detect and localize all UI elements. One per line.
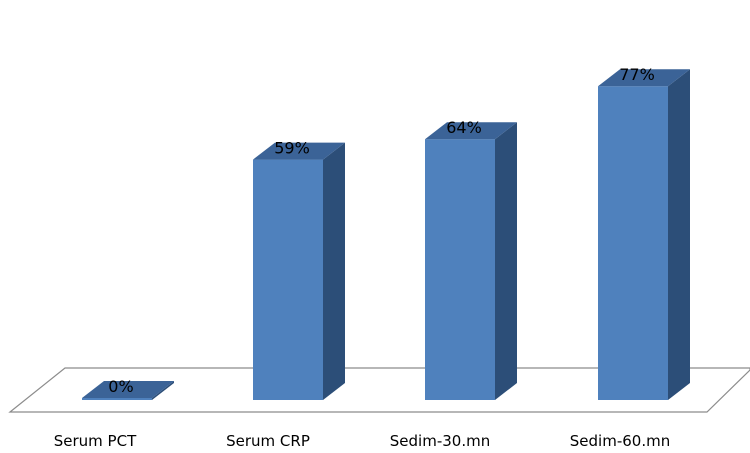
category-label-serum-crp: Serum CRP: [226, 432, 310, 450]
bar-top-sedim-30-mn: [425, 122, 517, 140]
bar-side-sedim-30-mn: [495, 122, 517, 400]
data-label-serum-pct: 0%: [108, 377, 133, 396]
bar-sedim-30-mn: [425, 122, 517, 400]
category-label-sedim-30-mn: Sedim-30.mn: [390, 432, 490, 450]
bar-top-serum-pct: [82, 381, 174, 398]
bar-side-sedim-60-mn: [668, 69, 690, 400]
bar-top-serum-crp: [253, 142, 345, 160]
category-labels-group: Serum PCT Serum CRP Sedim-30.mn Sedim-60.mn: [54, 432, 670, 450]
bar-serum-pct: [82, 381, 174, 400]
bar-front-sedim-60-mn: [598, 86, 668, 400]
bar-sedim-60-mn: [598, 69, 690, 400]
bar-front-serum-pct: [82, 398, 152, 400]
data-label-sedim-30-mn: 64%: [446, 118, 482, 137]
bar-top-sedim-60-mn: [598, 69, 690, 87]
data-label-sedim-60-mn: 77%: [619, 65, 655, 84]
bar-side-serum-pct: [152, 381, 174, 400]
bar-serum-crp: [253, 142, 345, 400]
category-label-serum-pct: Serum PCT: [54, 432, 137, 450]
bars-group: 0% 59% 64% 77%: [82, 65, 690, 400]
data-label-serum-crp: 59%: [274, 139, 310, 158]
chart-floor: [8, 367, 750, 413]
category-label-sedim-60-mn: Sedim-60.mn: [570, 432, 670, 450]
bar-front-sedim-30-mn: [425, 139, 495, 400]
bar-side-serum-crp: [323, 142, 345, 400]
bar-front-serum-crp: [253, 159, 323, 400]
